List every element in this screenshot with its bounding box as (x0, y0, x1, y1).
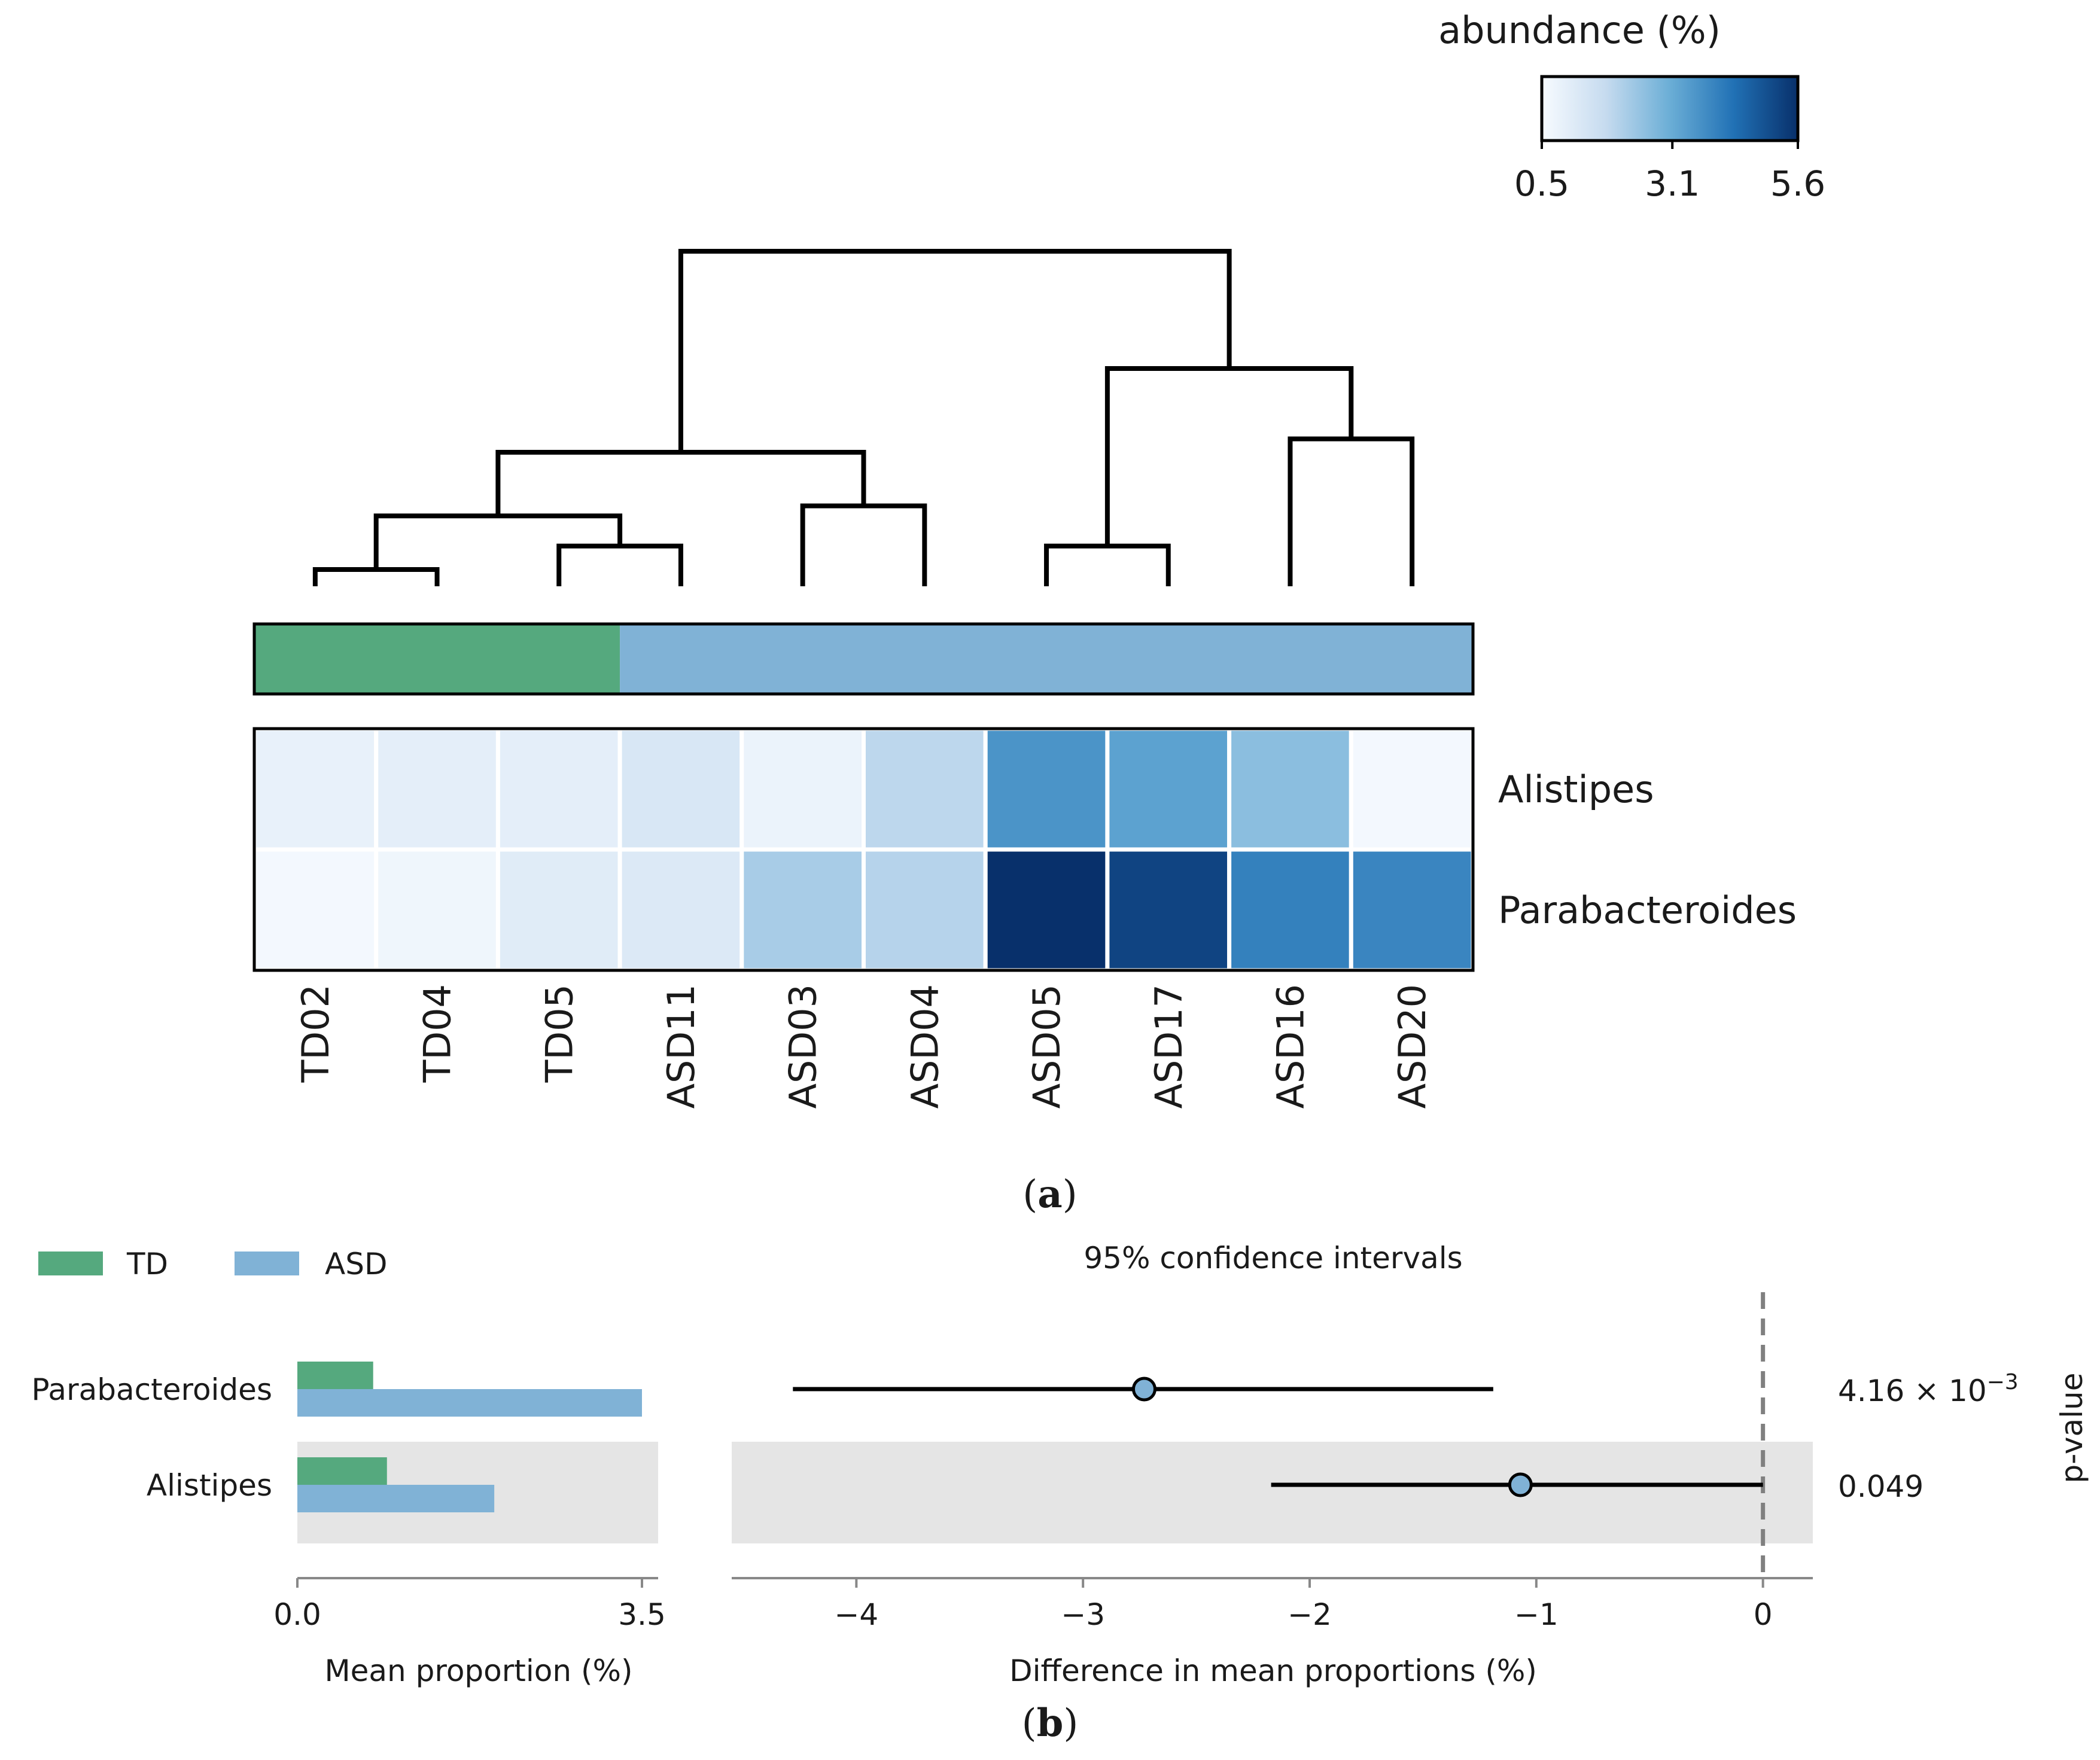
ci-point (1508, 1472, 1533, 1497)
panel-a-label: (a) (1022, 1172, 1077, 1217)
bar-category-label: Alistipes (147, 1468, 272, 1503)
sample-tick-label: ASD20 (1390, 984, 1434, 1109)
bar-td (297, 1362, 373, 1389)
heatmap-cell (252, 726, 379, 852)
legend-swatch-td (38, 1252, 103, 1275)
ci-x-tick-label: 0 (1754, 1597, 1773, 1632)
heatmap-cell (862, 726, 988, 852)
p-value-label: 4.16 × 10−3 (1838, 1370, 2019, 1408)
ci-title: 95% confidence intervals (1084, 1241, 1462, 1275)
legend-swatch-asd (235, 1252, 299, 1275)
heatmap-cell (983, 847, 1110, 973)
dendrogram-link (1288, 436, 1415, 586)
dendrogram-link (678, 249, 1232, 452)
sample-tick-label: TD02 (294, 984, 337, 1083)
dendrogram-link (312, 567, 440, 586)
bar-td (297, 1457, 387, 1485)
colorbar-gradient (1540, 75, 1800, 142)
group-annotation-bar (252, 622, 1475, 696)
confidence-interval-chart: 4.16 × 10−3 0.049 p-value −4 −3 −2 −1 0 Differen… (732, 1292, 2089, 1688)
sample-tick-label: TD04 (416, 984, 459, 1083)
sample-tick-label: ASD05 (1025, 984, 1069, 1109)
panel-b-label: (b) (1022, 1701, 1079, 1746)
bar-x-axis-label: Mean proportion (%) (325, 1654, 633, 1688)
ci-x-tick-label: −2 (1288, 1597, 1332, 1632)
ci-x-axis-label: Difference in mean proportions (%) (1009, 1654, 1537, 1688)
heatmap-cell (374, 726, 500, 852)
heatmap-frame (252, 727, 1475, 972)
colorbar-tick-label: 0.5 (1514, 163, 1569, 204)
mean-proportion-bar-chart: Parabacteroides Alistipes 0.0 3.5 Mean propo… (32, 1362, 666, 1688)
colorbar-title: abundance (%) (1438, 8, 1721, 52)
colorbar-tick-label: 3.1 (1645, 163, 1700, 204)
group-segment-asd (620, 624, 1473, 694)
sample-tick-label: ASD04 (903, 984, 946, 1109)
bar-x-tick-label: 3.5 (618, 1597, 666, 1632)
heatmap-cell (739, 726, 866, 852)
sample-tick-label: TD05 (537, 984, 581, 1083)
heatmap-row-label: Alistipes (1498, 768, 1654, 811)
heatmap-cell (739, 847, 866, 973)
colorbar: abundance (%) 0.5 3.1 5.6 (1438, 8, 1825, 204)
ci-x-tick-label: −1 (1514, 1597, 1559, 1632)
dendrogram-link (1104, 366, 1354, 546)
sample-tick-label: ASD11 (659, 984, 703, 1109)
heatmap-cell (1349, 847, 1475, 973)
heatmap: Alistipes Parabacteroides TD02 TD04 TD05 ASD1… (252, 726, 1797, 1109)
legend: TD ASD (38, 1247, 387, 1281)
bar-x-tick-label: 0.0 (273, 1597, 321, 1632)
p-value-exponent: −3 (1987, 1370, 2019, 1394)
panel-b: TD ASD Parabacteroides Alistipes 0.0 3.5 Mea… (32, 1241, 2089, 1746)
heatmap-cell (252, 847, 379, 973)
heatmap-cell (495, 726, 622, 852)
panel-a: abundance (%) 0.5 3.1 5.6 Alistipes Parabac… (252, 8, 1825, 1217)
heatmap-cell (617, 847, 744, 973)
heatmap-cell (983, 726, 1110, 852)
heatmap-cell (617, 726, 744, 852)
p-value-label: 0.049 (1838, 1469, 1924, 1504)
ci-row-shade (732, 1442, 1813, 1543)
colorbar-ticks: 0.5 3.1 5.6 (1514, 141, 1825, 204)
ci-x-tick-label: −3 (1061, 1597, 1105, 1632)
heatmap-cell (1105, 847, 1232, 973)
legend-label-asd: ASD (325, 1247, 387, 1281)
dendrogram (312, 249, 1415, 586)
ci-point (1131, 1377, 1156, 1402)
group-bar-frame (252, 622, 1475, 696)
ci-x-tick-label: −4 (834, 1597, 878, 1632)
bar-category-label: Parabacteroides (32, 1372, 272, 1407)
heatmap-cell (1349, 726, 1475, 852)
dendrogram-link (556, 543, 683, 586)
heatmap-cell (1105, 726, 1232, 852)
group-segment-td (254, 624, 620, 694)
colorbar-tick-label: 5.6 (1770, 163, 1825, 204)
dendrogram-link (800, 503, 927, 586)
heatmap-cell (374, 847, 500, 973)
sample-tick-label: ASD17 (1147, 984, 1191, 1109)
sample-tick-label: ASD16 (1268, 984, 1312, 1109)
bar-asd (297, 1485, 495, 1512)
panel-a-letter: a (1037, 1172, 1062, 1217)
sample-tick-label: ASD03 (781, 984, 825, 1109)
panel-b-letter: b (1037, 1701, 1064, 1746)
dendrogram-link (373, 513, 623, 570)
dendrogram-link (1044, 543, 1171, 586)
bar-asd (297, 1389, 642, 1417)
heatmap-cell (1227, 726, 1353, 852)
heatmap-row-label: Parabacteroides (1498, 888, 1797, 932)
legend-label-td: TD (126, 1247, 168, 1281)
heatmap-cell (1227, 847, 1353, 973)
heatmap-cell (495, 847, 622, 973)
p-value-axis-label: p-value (2055, 1372, 2089, 1483)
heatmap-cell (862, 847, 988, 973)
